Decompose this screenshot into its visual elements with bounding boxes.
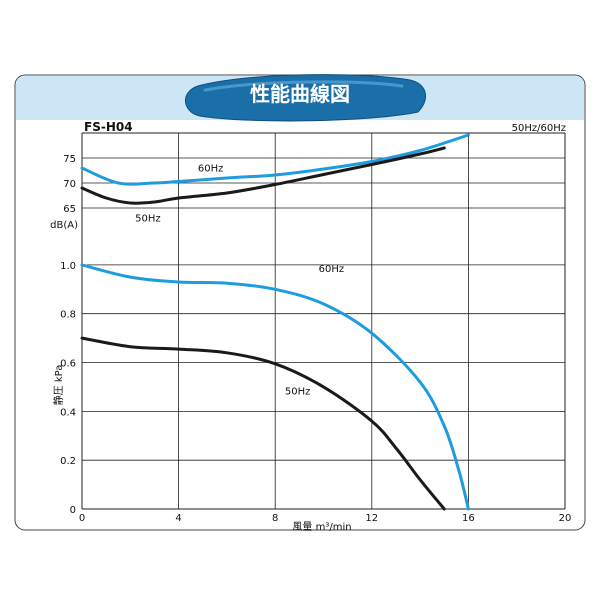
series-lines: [80, 133, 470, 511]
pressure-tick-label: 0: [70, 505, 76, 516]
pressure-series-label: 60Hz: [319, 264, 345, 275]
x-tick-label: 0: [79, 513, 85, 524]
grid: [81, 132, 566, 510]
tick-labels: 0 4 8 12 16 20 65 70 75 0 0.2 0.4 0.6 0.8 1.0: [60, 154, 571, 524]
chart-title: 性能曲線図: [250, 82, 350, 106]
panel-frame: [14, 74, 586, 531]
x-tick-label: 8: [272, 513, 278, 524]
model-label: FS-H04: [84, 120, 133, 134]
x-tick-label: 20: [559, 513, 572, 524]
noise-tick-label: 65: [63, 204, 76, 215]
noise-series-label: 50Hz: [135, 214, 161, 225]
frequency-note: 50Hz/60Hz: [512, 123, 566, 134]
pressure-tick-label: 0.2: [60, 456, 76, 467]
pressure-tick-label: 0.8: [60, 310, 76, 321]
pressure-tick-label: 0.4: [60, 407, 76, 418]
x-tick-label: 4: [175, 513, 181, 524]
x-tick-label: 12: [365, 513, 378, 524]
x-tick-label: 16: [462, 513, 475, 524]
pressure-axis-label: 静圧 kPa: [52, 365, 65, 406]
pressure-curve-60hz: [80, 263, 470, 511]
noise-tick-label: 70: [63, 179, 76, 190]
series-labels: 60Hz 50Hz 60Hz 50Hz: [135, 164, 344, 398]
pressure-tick-label: 0.6: [60, 359, 76, 370]
noise-tick-label: 75: [63, 154, 76, 165]
noise-curve-60hz: [80, 133, 470, 186]
pressure-tick-label: 1.0: [60, 261, 76, 272]
noise-axis-label: dB(A): [50, 220, 78, 231]
noise-curve-50hz: [80, 146, 446, 205]
flow-axis-label: 風量 m³/min: [292, 521, 351, 533]
pressure-curve-50hz: [80, 336, 446, 511]
noise-series-label: 60Hz: [198, 164, 224, 175]
pressure-series-label: 50Hz: [285, 386, 311, 397]
